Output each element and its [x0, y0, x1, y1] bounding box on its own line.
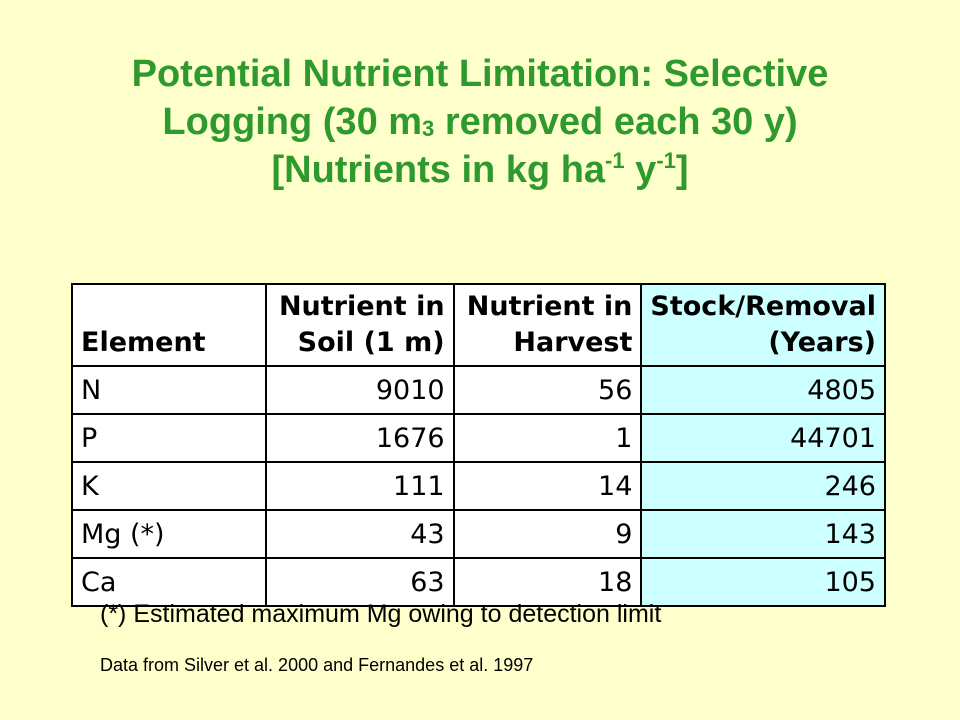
- header-element: Element: [71, 283, 267, 367]
- table-row: Mg (*) 43 9 143: [71, 509, 886, 559]
- cell-soil: 9010: [264, 365, 455, 415]
- cell-element: N: [71, 365, 267, 415]
- cell-harvest: 56: [452, 365, 643, 415]
- title-line-2: Logging (30 m3 removed each 30 y): [162, 101, 798, 143]
- cell-element: K: [71, 461, 267, 511]
- footnote: (*) Estimated maximum Mg owing to detect…: [100, 600, 662, 628]
- cell-harvest: 18: [452, 557, 643, 607]
- cell-harvest: 14: [452, 461, 643, 511]
- table-row: N 9010 56 4805: [71, 365, 886, 415]
- header-ratio: Stock/Removal (Years): [640, 283, 886, 367]
- cell-ratio: 44701: [640, 413, 886, 463]
- title-line-3: [Nutrients in kg ha-1 y-1]: [271, 148, 689, 191]
- cell-ratio: 246: [640, 461, 886, 511]
- cell-ratio: 105: [640, 557, 886, 607]
- cell-harvest: 9: [452, 509, 643, 559]
- table-header-row: Element Nutrient in Soil (1 m) Nutrient i…: [71, 283, 886, 367]
- cell-element: Ca: [71, 557, 267, 607]
- cell-ratio: 4805: [640, 365, 886, 415]
- table-row: Ca 63 18 105: [71, 557, 886, 607]
- table-row: P 1676 1 44701: [71, 413, 886, 463]
- cell-soil: 63: [264, 557, 455, 607]
- cell-soil: 43: [264, 509, 455, 559]
- cell-harvest: 1: [452, 413, 643, 463]
- cell-ratio: 143: [640, 509, 886, 559]
- nutrient-table: Element Nutrient in Soil (1 m) Nutrient i…: [71, 283, 886, 607]
- table-row: K 111 14 246: [71, 461, 886, 511]
- title-line-1: Potential Nutrient Limitation: Selective: [131, 53, 829, 95]
- cell-soil: 1676: [264, 413, 455, 463]
- cell-element: P: [71, 413, 267, 463]
- cell-soil: 111: [264, 461, 455, 511]
- source-citation: Data from Silver et al. 2000 and Fernand…: [100, 655, 534, 675]
- header-harvest: Nutrient in Harvest: [452, 283, 643, 367]
- slide-title: Potential Nutrient Limitation: Selective…: [60, 50, 900, 194]
- cell-element: Mg (*): [71, 509, 267, 559]
- header-soil: Nutrient in Soil (1 m): [264, 283, 455, 367]
